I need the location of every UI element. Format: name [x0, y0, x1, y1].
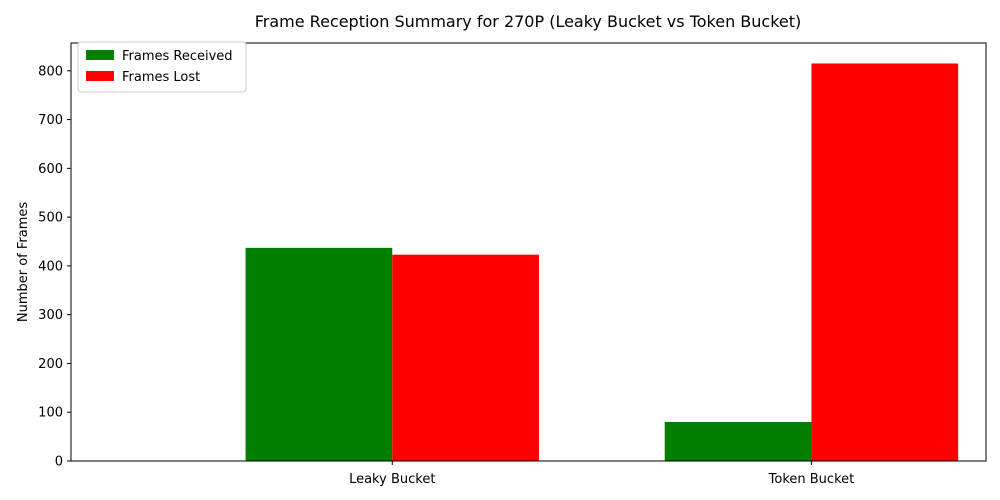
legend-box [77, 41, 247, 93]
x-tick-label: Leaky Bucket [349, 472, 435, 487]
y-tick-label: 700 [38, 113, 63, 128]
legend-swatch-frames-received [86, 50, 114, 60]
y-tick-label: 100 [38, 406, 63, 421]
y-tick-label: 200 [38, 357, 63, 372]
y-tick-label: 400 [38, 259, 63, 274]
bar-frames-received-token-bucket [664, 421, 812, 461]
bar-frames-lost-token-bucket [811, 63, 959, 461]
y-tick-label: 600 [38, 162, 63, 177]
legend-label-frames-lost: Frames Lost [122, 70, 200, 85]
bar-frames-lost-leaky-bucket [392, 254, 539, 461]
plot-frame [70, 42, 987, 462]
legend-label-frames-received: Frames Received [122, 49, 233, 64]
legend-swatch-frames-lost [86, 71, 114, 81]
x-ticks: Leaky Bucket Token Bucket [349, 461, 854, 487]
y-tick-label: 300 [38, 308, 63, 323]
y-axis-label: Number of Frames [16, 202, 31, 323]
y-tick-label: 500 [38, 211, 63, 226]
y-tick-label: 800 [38, 64, 63, 79]
bar-frames-received-leaky-bucket [245, 247, 393, 461]
y-tick-label: 0 [55, 455, 63, 470]
x-tick-label: Token Bucket [768, 472, 855, 487]
chart-title: Frame Reception Summary for 270P (Leaky … [255, 12, 802, 31]
y-ticks: 0 100 200 300 400 500 600 700 800 [38, 64, 71, 470]
bars-group [245, 63, 959, 461]
legend: Frames Received Frames Lost [77, 41, 247, 93]
